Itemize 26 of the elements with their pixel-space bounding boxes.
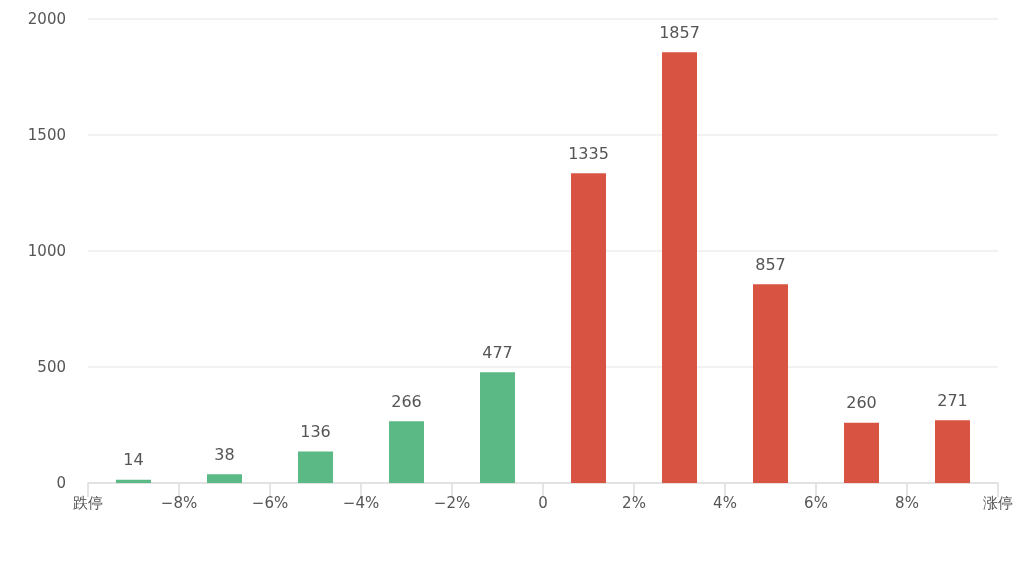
- data-label: 38: [214, 444, 235, 464]
- y-tick-label: 1000: [27, 242, 66, 260]
- data-label: 1335: [568, 143, 609, 163]
- x-tick-label: 8%: [895, 493, 919, 512]
- x-tick-label: 跌停: [73, 493, 103, 512]
- x-tick-label: −8%: [160, 493, 198, 512]
- y-tick-label: 0: [56, 474, 66, 492]
- x-tick-label: 涨停: [983, 493, 1013, 512]
- x-tick-label: 6%: [804, 493, 828, 512]
- x-tick-label: −6%: [251, 493, 289, 512]
- data-label: 271: [937, 390, 968, 410]
- data-label: 14: [123, 450, 144, 470]
- y-tick-label: 500: [37, 358, 66, 376]
- data-label: 1857: [659, 22, 700, 42]
- y-tick-label: 2000: [27, 10, 66, 28]
- data-label: 477: [482, 342, 513, 362]
- y-tick-label: 1500: [27, 126, 66, 144]
- data-label: 266: [391, 391, 422, 411]
- x-tick-label: −4%: [342, 493, 380, 512]
- data-label: 857: [755, 254, 786, 274]
- x-tick-label: 2%: [622, 493, 646, 512]
- x-tick-label: 4%: [713, 493, 737, 512]
- data-label: 136: [300, 421, 331, 441]
- data-label: 260: [846, 393, 877, 413]
- x-tick-label: 0: [538, 493, 548, 512]
- x-tick-label: −2%: [433, 493, 471, 512]
